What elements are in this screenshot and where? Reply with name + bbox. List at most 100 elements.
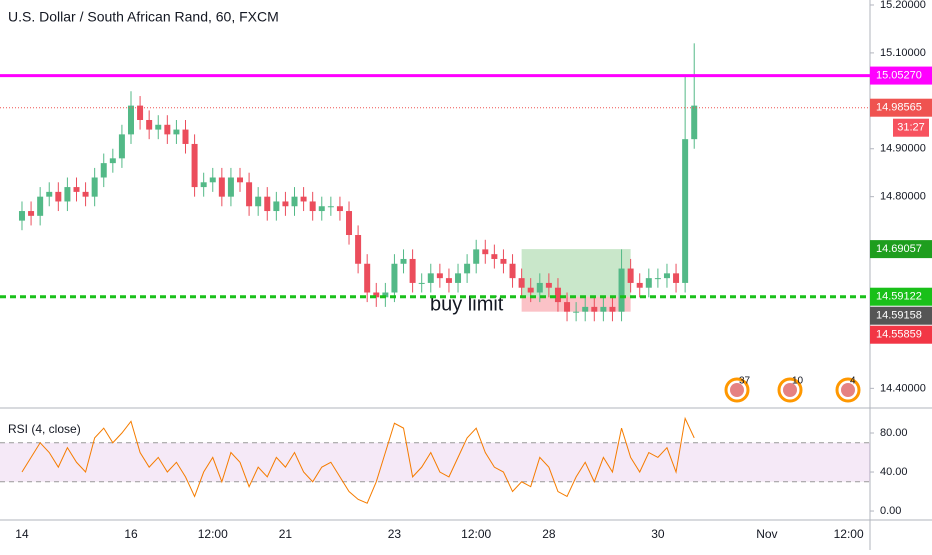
countdown-box bbox=[893, 118, 929, 137]
price-tag bbox=[870, 287, 932, 306]
y-tick-label: 0.00 bbox=[880, 505, 901, 517]
candle-body bbox=[518, 278, 525, 288]
price-tag bbox=[870, 306, 932, 325]
y-tick-label: 14.40000 bbox=[880, 382, 926, 394]
candle-body bbox=[291, 196, 298, 207]
price-tag-label: 14.98565 bbox=[876, 102, 922, 114]
candle-body bbox=[554, 287, 561, 303]
price-tag-label: 14.59158 bbox=[876, 310, 922, 322]
candle-body bbox=[127, 105, 134, 135]
candle-body bbox=[282, 201, 289, 207]
candle-body bbox=[346, 211, 353, 236]
candle-body bbox=[100, 163, 107, 178]
candle-body bbox=[264, 196, 271, 212]
candle-body bbox=[173, 129, 180, 135]
candle-body bbox=[164, 124, 171, 135]
price-tag bbox=[870, 98, 932, 117]
candle-body bbox=[482, 249, 489, 255]
candle-body bbox=[82, 191, 89, 197]
candle-body bbox=[582, 306, 589, 312]
y-tick-label: 40.00 bbox=[880, 466, 908, 478]
candle-body bbox=[109, 158, 116, 164]
candle-body bbox=[200, 182, 207, 188]
countdown: 31:27 bbox=[897, 122, 925, 134]
x-tick-label: 23 bbox=[388, 527, 402, 541]
candle-body bbox=[227, 177, 234, 197]
candle-body bbox=[64, 187, 71, 202]
candle-body bbox=[473, 249, 480, 264]
candle-body bbox=[591, 306, 598, 312]
candle-body bbox=[382, 292, 389, 298]
candle-body bbox=[445, 278, 452, 283]
candle-body bbox=[300, 196, 307, 202]
candle-body bbox=[691, 105, 698, 140]
candle-body bbox=[355, 235, 362, 264]
candle-body bbox=[509, 263, 516, 279]
x-tick-label: 14 bbox=[15, 527, 29, 541]
event-count: 4 bbox=[850, 376, 856, 387]
annotation: buy limit bbox=[430, 293, 504, 315]
chart-title: U.S. Dollar / South African Rand, 60, FX… bbox=[8, 9, 279, 25]
x-tick-label: 12:00 bbox=[198, 527, 228, 541]
rsi-line bbox=[21, 416, 695, 504]
event-flag bbox=[841, 383, 855, 397]
candle-body bbox=[118, 134, 125, 159]
candle-body bbox=[600, 306, 607, 312]
candle-body bbox=[400, 258, 407, 264]
candle-body bbox=[255, 196, 262, 207]
candle-body bbox=[327, 206, 334, 208]
candle-body bbox=[573, 311, 580, 313]
candle-body bbox=[209, 177, 216, 183]
candle-body bbox=[436, 273, 443, 279]
y-tick-label: 15.20000 bbox=[880, 0, 926, 11]
candle-body bbox=[564, 302, 571, 312]
candle-body bbox=[545, 282, 552, 288]
candle-body bbox=[645, 278, 652, 288]
x-tick-label: 12:00 bbox=[461, 527, 491, 541]
candle-body bbox=[464, 263, 471, 274]
x-tick-label: Nov bbox=[756, 527, 777, 541]
candle-body bbox=[309, 201, 316, 212]
candle-body bbox=[55, 191, 62, 202]
candle-body bbox=[46, 191, 53, 197]
x-tick-label: 21 bbox=[279, 527, 293, 541]
x-tick-label: 28 bbox=[542, 527, 556, 541]
candle-body bbox=[527, 287, 534, 293]
candle-body bbox=[364, 263, 371, 293]
candle-body bbox=[409, 258, 416, 283]
candle-body bbox=[273, 201, 280, 212]
candle-body bbox=[28, 211, 35, 216]
candle-body bbox=[663, 273, 670, 279]
candle-body bbox=[237, 177, 244, 183]
event-count: 37 bbox=[739, 376, 751, 387]
candle-body bbox=[682, 139, 689, 283]
candle-body bbox=[246, 182, 253, 207]
rsi-title: RSI (4, close) bbox=[8, 422, 81, 436]
price-tag bbox=[870, 240, 932, 259]
candle-body bbox=[427, 273, 434, 283]
candle-body bbox=[654, 278, 661, 280]
candle-body bbox=[491, 254, 498, 259]
event-flag bbox=[730, 383, 744, 397]
price-tag bbox=[870, 66, 932, 85]
candle-body bbox=[318, 206, 325, 212]
candle-body bbox=[146, 119, 153, 130]
candle-body bbox=[155, 124, 162, 130]
candle-body bbox=[182, 129, 189, 144]
candle-body bbox=[137, 105, 144, 120]
candle-body bbox=[618, 268, 625, 312]
candle-body bbox=[536, 282, 543, 293]
x-tick-label: 16 bbox=[124, 527, 138, 541]
candle-body bbox=[455, 273, 462, 283]
candle-body bbox=[636, 282, 643, 288]
candle-body bbox=[418, 282, 425, 284]
candle-body bbox=[91, 177, 98, 197]
y-tick-label: 14.90000 bbox=[880, 143, 926, 155]
candle-body bbox=[191, 143, 198, 188]
candle-body bbox=[627, 268, 634, 283]
y-tick-label: 80.00 bbox=[880, 427, 908, 439]
event-count: 10 bbox=[792, 376, 804, 387]
candle-body bbox=[609, 306, 616, 312]
